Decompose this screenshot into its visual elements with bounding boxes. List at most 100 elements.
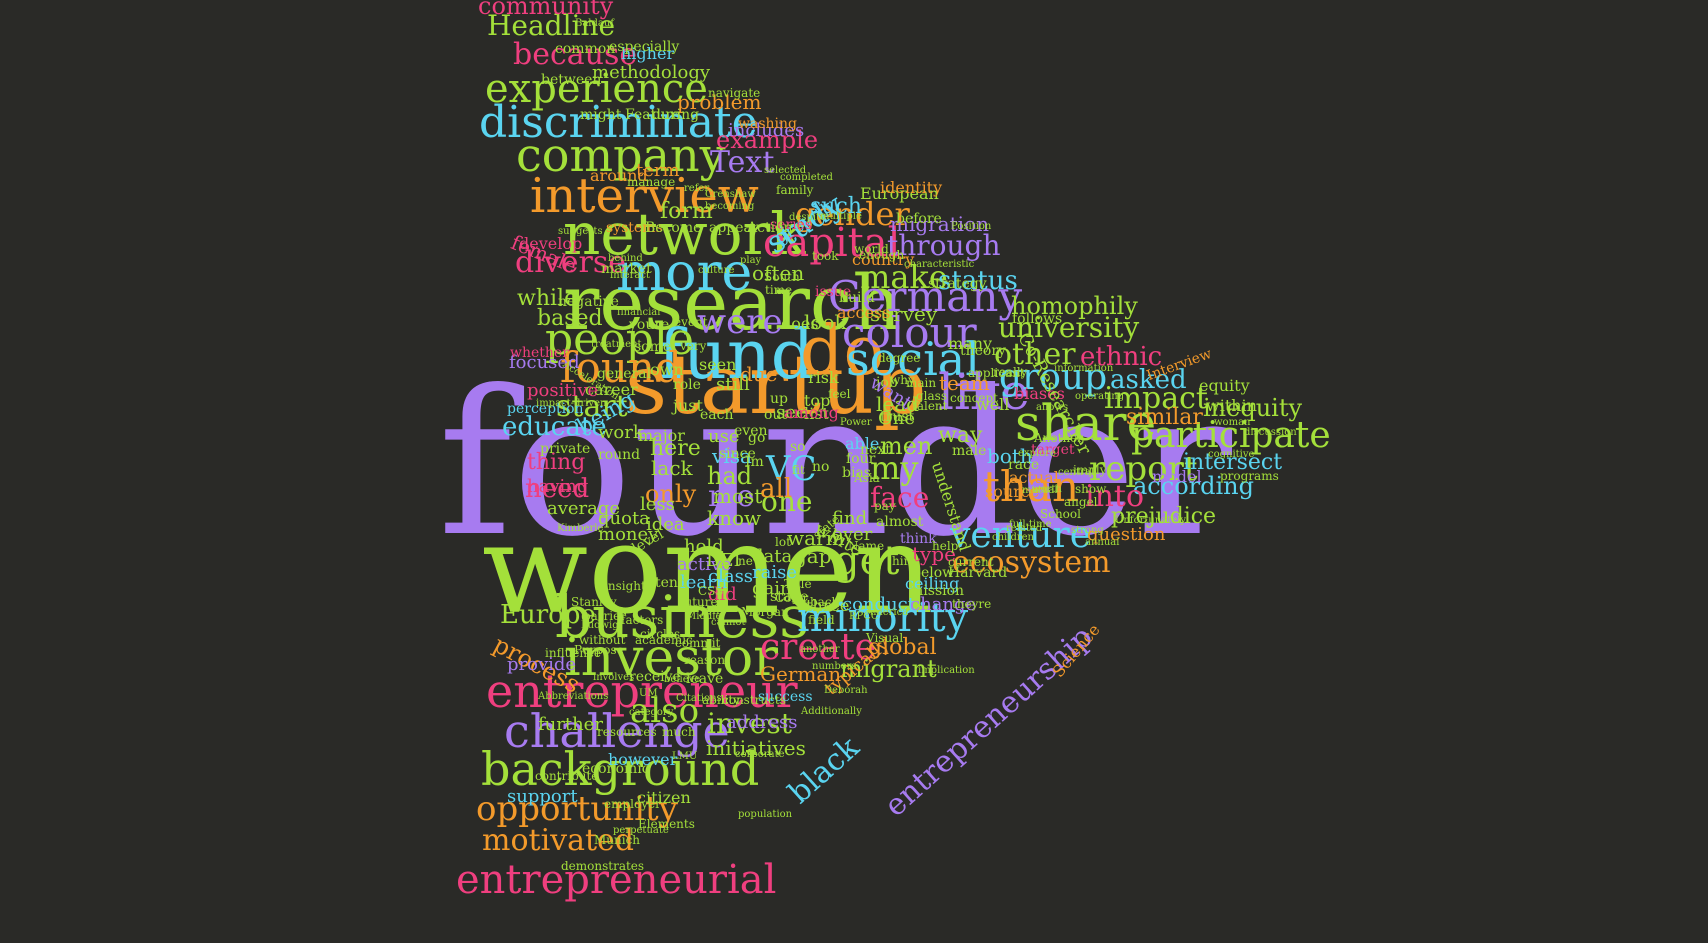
cloud-word-related: related bbox=[1006, 523, 1043, 534]
cloud-word-need: need bbox=[525, 474, 590, 504]
cloud-word-many: many bbox=[948, 334, 993, 353]
cloud-word-issue: issue bbox=[815, 284, 852, 300]
cloud-word-baldauf: Baldauf bbox=[575, 18, 615, 29]
cloud-word-imply: imply bbox=[1073, 463, 1107, 477]
cloud-word-team: team bbox=[939, 371, 990, 395]
cloud-word-new: new bbox=[738, 554, 764, 568]
cloud-word-another: Another bbox=[1034, 431, 1084, 445]
cloud-word-back: back bbox=[810, 595, 839, 609]
cloud-word-asked: asked bbox=[1110, 365, 1187, 395]
cloud-word-list: list bbox=[804, 404, 829, 423]
cloud-word-middle: Middle bbox=[686, 611, 722, 622]
cloud-word-fit: fit bbox=[792, 463, 805, 477]
cloud-word-did: did bbox=[708, 584, 737, 605]
cloud-word-purpose: Purpose bbox=[574, 643, 624, 657]
cloud-word-cannot: cannot bbox=[711, 617, 746, 628]
cloud-word-due: due bbox=[740, 362, 778, 386]
cloud-word-university: university bbox=[998, 311, 1140, 344]
cloud-word-learn: learn bbox=[680, 572, 728, 593]
cloud-word-model: model bbox=[1152, 467, 1202, 486]
cloud-word-future: future bbox=[680, 595, 718, 609]
cloud-word-lot: lot bbox=[775, 535, 791, 549]
cloud-word-next: next bbox=[860, 442, 891, 458]
cloud-word-citizen: citizen bbox=[637, 788, 691, 807]
cloud-word-ecosystem: ecosystem bbox=[952, 545, 1111, 580]
cloud-word-market: market bbox=[601, 261, 652, 277]
cloud-word-category: category bbox=[629, 707, 674, 718]
cloud-word-question: question bbox=[1087, 524, 1166, 545]
cloud-word-circles: circles bbox=[640, 627, 681, 641]
cloud-word-colour: colour bbox=[842, 308, 977, 357]
cloud-word-identity: identity bbox=[880, 178, 943, 197]
cloud-word-hold: hold bbox=[684, 536, 724, 557]
cloud-word-without: without bbox=[579, 633, 626, 647]
cloud-word-treatment: treatment bbox=[591, 339, 642, 350]
cloud-word-almost: almost bbox=[876, 514, 924, 530]
cloud-word-visa: visa bbox=[712, 444, 752, 468]
cloud-word-average: average bbox=[547, 498, 621, 519]
cloud-word-theory: theory bbox=[960, 343, 1006, 359]
cloud-word-fund: fund bbox=[658, 316, 815, 395]
cloud-word-much: much bbox=[662, 725, 696, 739]
cloud-word-programs: programs bbox=[1220, 469, 1279, 483]
cloud-word-more: more bbox=[616, 243, 753, 303]
cloud-word-discussion: discussion bbox=[1244, 427, 1297, 438]
cloud-word-enough: enough bbox=[859, 248, 905, 262]
cloud-word-seen: seen bbox=[699, 355, 737, 374]
cloud-word-title: Title bbox=[784, 577, 812, 591]
cloud-word-name: Name bbox=[848, 539, 885, 553]
cloud-word-class: class bbox=[708, 566, 754, 587]
cloud-word-ceiling: ceiling bbox=[905, 574, 960, 593]
cloud-word-my: my bbox=[870, 449, 919, 487]
cloud-word-group: group bbox=[999, 357, 1108, 398]
cloud-word-believe: believe bbox=[664, 674, 701, 685]
cloud-word-most: most bbox=[713, 484, 763, 508]
cloud-word-while: while bbox=[517, 286, 578, 311]
cloud-word-career: career bbox=[585, 380, 638, 399]
cloud-word-research: research bbox=[563, 258, 902, 347]
cloud-word-know: know bbox=[707, 506, 762, 530]
cloud-word-experience: experience bbox=[485, 66, 708, 112]
cloud-word-pay: pay bbox=[874, 499, 896, 513]
cloud-word-systems: systems bbox=[606, 220, 663, 236]
cloud-word-barrier: barrier bbox=[583, 609, 626, 623]
cloud-word-field: field bbox=[808, 613, 835, 627]
cloud-word-survey: survey bbox=[870, 302, 938, 326]
cloud-word-find: find bbox=[832, 508, 868, 529]
cloud-word-because: because bbox=[513, 37, 638, 72]
cloud-word-race: race bbox=[1008, 457, 1040, 473]
cloud-word-become: Become bbox=[645, 220, 702, 236]
cloud-word-both: both bbox=[987, 444, 1033, 468]
cloud-word-major: major bbox=[638, 426, 685, 445]
cloud-word-minority: minority bbox=[797, 595, 969, 641]
cloud-word-stanley: Stanley bbox=[571, 595, 617, 609]
cloud-word-further: further bbox=[538, 714, 603, 735]
cloud-word-action: Action bbox=[747, 220, 793, 236]
cloud-word-academic: academic bbox=[635, 633, 693, 647]
cloud-word-youre: youre bbox=[629, 317, 670, 333]
cloud-word-risk: risk bbox=[808, 368, 839, 387]
cloud-word-concept: concept bbox=[950, 391, 998, 405]
cloud-word-thing: thing bbox=[527, 450, 586, 475]
cloud-word-background: background bbox=[481, 742, 760, 796]
cloud-word-type: type bbox=[912, 542, 956, 566]
cloud-word-similar: similar bbox=[1126, 405, 1203, 430]
cloud-word-support: support bbox=[507, 786, 578, 807]
cloud-word-higher: higher bbox=[621, 44, 675, 63]
cloud-word-warm: warm bbox=[787, 526, 845, 550]
cloud-word-before: before bbox=[896, 211, 942, 227]
cloud-word-appear: appear bbox=[709, 220, 759, 236]
cloud-word-work: work bbox=[598, 422, 644, 443]
cloud-word-inequity: inequity bbox=[1203, 394, 1303, 422]
cloud-word-um: UM bbox=[639, 688, 658, 699]
cloud-word-gap: gap bbox=[794, 544, 832, 568]
cloud-word-gender: gender bbox=[795, 195, 910, 233]
cloud-word-around: around bbox=[590, 166, 648, 185]
cloud-word-access: access bbox=[837, 303, 891, 322]
cloud-word-characteristic: characteristic bbox=[904, 259, 975, 270]
cloud-word-implication: implication bbox=[918, 665, 975, 676]
cloud-word-main: main bbox=[906, 376, 937, 390]
cloud-word-motivated: motivated bbox=[482, 823, 635, 858]
cloud-word-mutual: mutual bbox=[1022, 485, 1058, 496]
cloud-word-me: me bbox=[708, 479, 755, 514]
